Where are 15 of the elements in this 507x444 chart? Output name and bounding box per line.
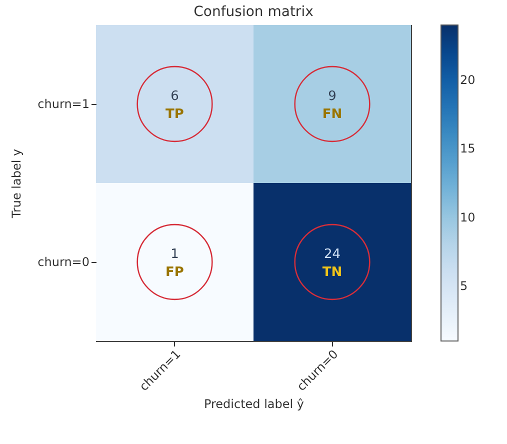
color-bar-label: 10 <box>460 210 476 224</box>
annotation: TP <box>166 107 184 122</box>
color-bar-label: 5 <box>460 279 468 294</box>
annotation: FP <box>166 265 184 280</box>
chart-title: Confusion matrix <box>194 4 314 20</box>
color-bar-label: 15 <box>460 142 476 156</box>
data-label: 1 <box>170 247 179 262</box>
annotation: FN <box>322 107 342 122</box>
annotation: TN <box>322 265 342 280</box>
data-label: 9 <box>328 89 336 104</box>
y-axis-title: True label y <box>10 148 24 220</box>
x-axis-title: Predicted label ŷ <box>204 396 304 411</box>
data-label: 24 <box>324 247 341 262</box>
data-label: 6 <box>170 89 179 104</box>
color-bar-label: 20 <box>460 72 476 87</box>
